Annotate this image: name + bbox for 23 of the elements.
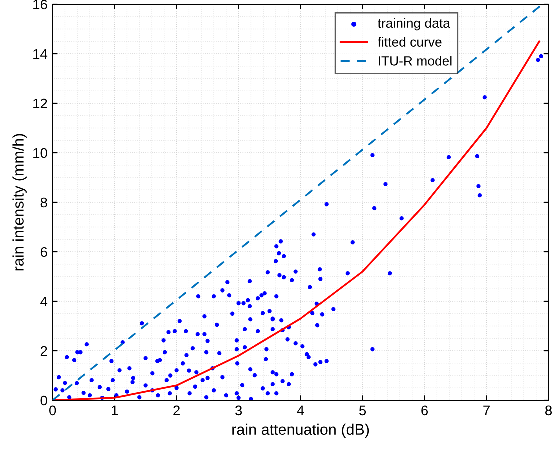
y-tick-label: 14 — [34, 49, 48, 60]
x-axis-title: rain attenuation (dB) — [232, 424, 370, 438]
x-tick-label: 5 — [359, 406, 366, 416]
x-tick-label: 0 — [50, 406, 56, 416]
x-tick-label: 2 — [174, 406, 180, 416]
y-tick-label: 10 — [34, 148, 48, 158]
x-tick-label: 6 — [422, 406, 428, 416]
x-tick-label: 7 — [484, 406, 490, 416]
legend-label: fitted curve — [378, 37, 442, 47]
x-tick-label: 3 — [235, 406, 242, 416]
y-tick-label: 16 — [34, 0, 48, 10]
y-tick-label: 8 — [40, 198, 48, 208]
y-tick-label: 12 — [34, 98, 48, 109]
x-tick-label: 1 — [112, 406, 118, 416]
x-tick-label: 8 — [546, 406, 552, 416]
x-tick-label: 4 — [297, 406, 304, 416]
y-tick-label: 6 — [40, 247, 48, 258]
y-axis-title: rain intensity (mm/h) — [12, 134, 27, 271]
y-tick-label: 4 — [40, 296, 48, 307]
legend-label: training data — [378, 18, 450, 31]
y-tick-label: 2 — [40, 346, 48, 356]
y-tick-label: 0 — [40, 396, 48, 406]
legend-label: ITU-R model — [379, 56, 452, 66]
